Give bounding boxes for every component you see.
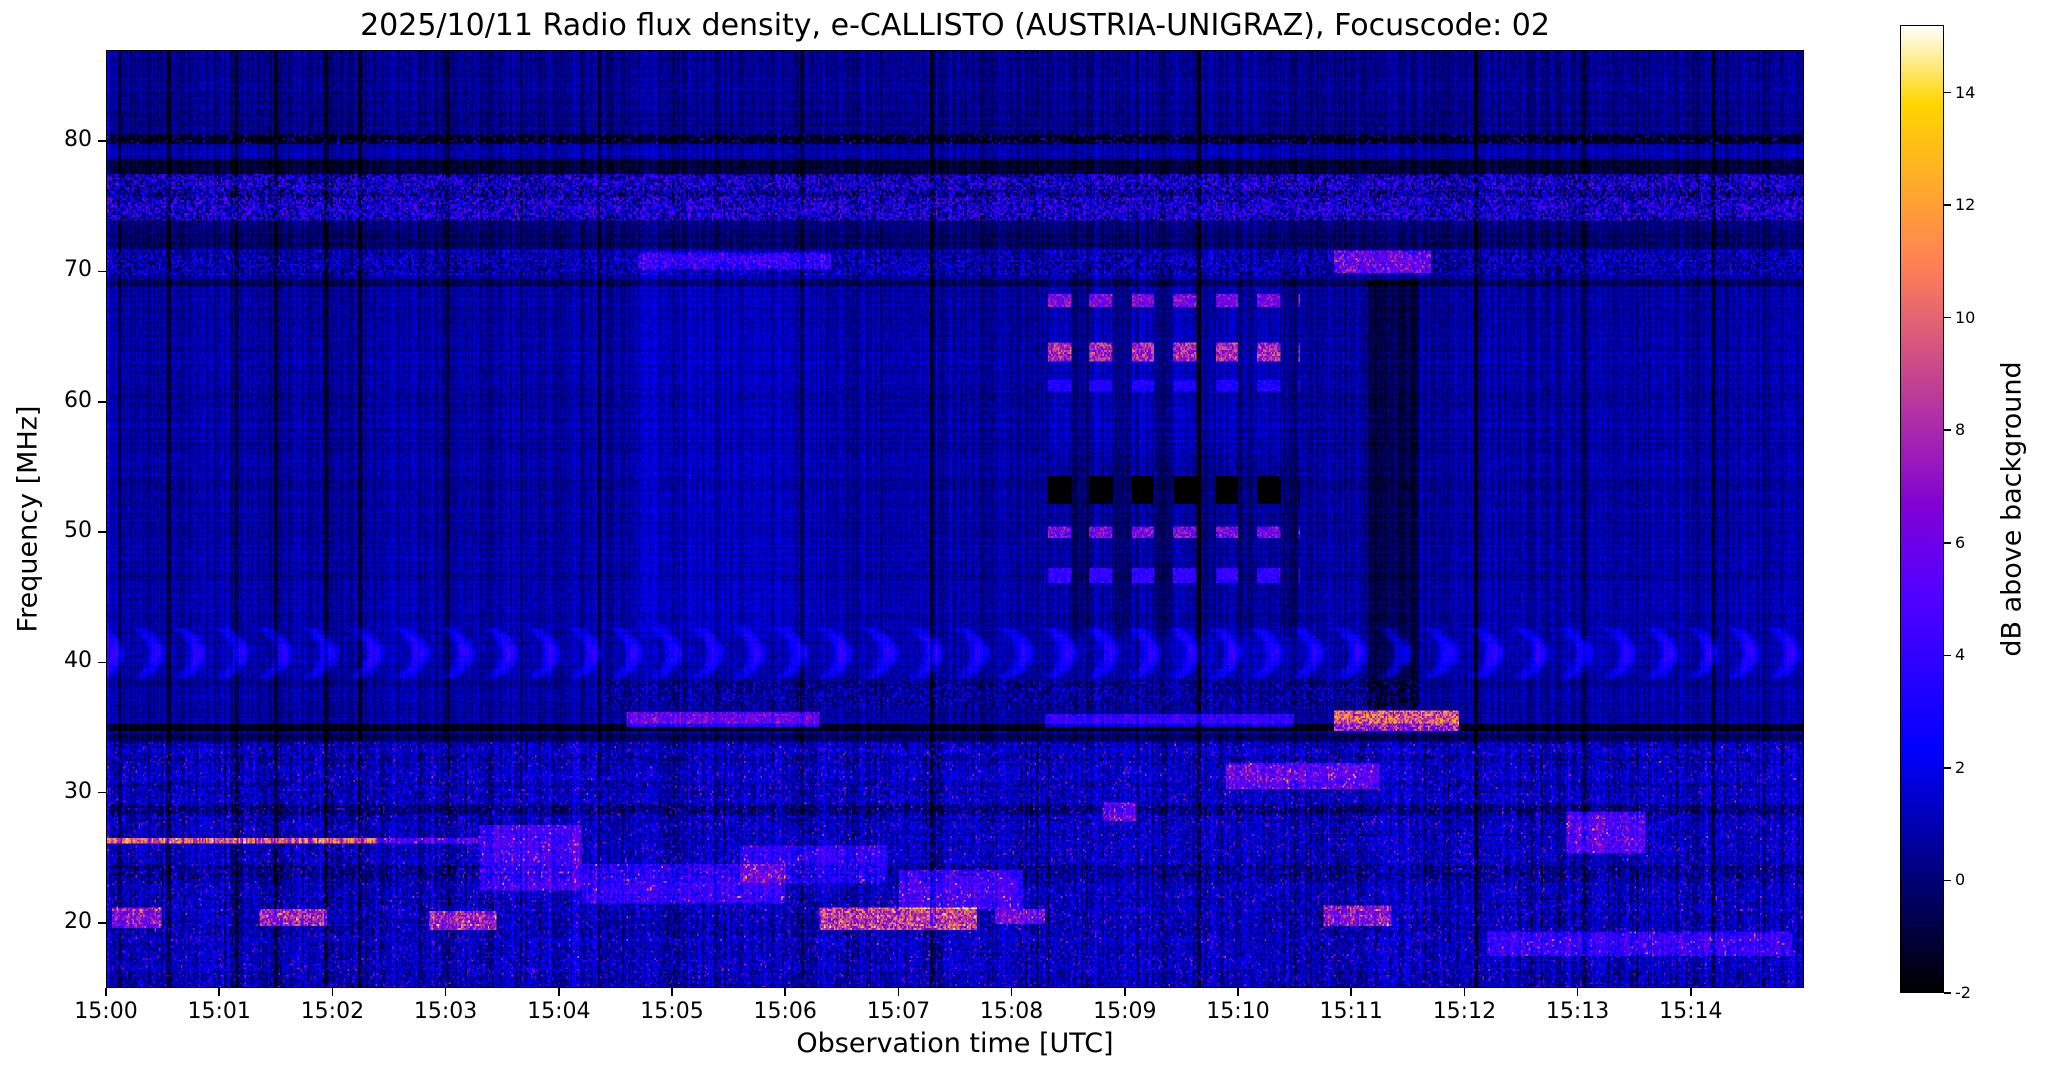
- x-tick-mark: [897, 988, 900, 996]
- x-tick-label: 15:08: [979, 999, 1044, 1024]
- chart-title: 2025/10/11 Radio flux density, e-CALLIST…: [360, 8, 1550, 43]
- y-tick-label: 70: [64, 257, 92, 283]
- x-tick-label: 15:02: [300, 999, 365, 1024]
- colorbar-tick-label: 12: [1955, 195, 1976, 215]
- x-tick-mark: [784, 988, 786, 996]
- colorbar-label: dB above background: [1996, 361, 2028, 657]
- x-axis-label: Observation time [UTC]: [796, 1028, 1114, 1059]
- colorbar-tick-mark: [1944, 992, 1951, 994]
- colorbar-tick-label: 2: [1955, 757, 1966, 777]
- x-tick-mark: [1010, 988, 1013, 996]
- colorbar-tick-label: 14: [1955, 82, 1976, 102]
- x-tick-label: 15:13: [1545, 999, 1610, 1024]
- colorbar-tick-label: 4: [1955, 645, 1966, 665]
- y-tick-mark: [98, 270, 106, 273]
- x-tick-label: 15:00: [74, 999, 138, 1024]
- y-tick-label: 30: [64, 778, 92, 804]
- x-tick-mark: [1576, 988, 1579, 996]
- y-tick-mark: [98, 791, 106, 794]
- x-tick-label: 15:05: [640, 999, 704, 1024]
- x-tick-label: 15:03: [413, 999, 478, 1024]
- colorbar-tick-mark: [1944, 316, 1951, 319]
- x-tick-label: 15:04: [527, 999, 591, 1024]
- x-tick-label: 15:11: [1319, 999, 1383, 1024]
- x-tick-label: 15:09: [1093, 999, 1157, 1024]
- colorbar-tick-mark: [1944, 542, 1951, 544]
- y-tick-label: 60: [64, 387, 92, 413]
- colorbar-tick-label: 6: [1955, 532, 1966, 552]
- x-tick-mark: [558, 988, 560, 996]
- x-tick-label: 15:01: [187, 999, 251, 1024]
- x-tick-label: 15:14: [1659, 999, 1723, 1024]
- colorbar-tick-mark: [1944, 879, 1951, 882]
- spectrogram-canvas: [106, 50, 1804, 988]
- y-tick-mark: [98, 661, 106, 664]
- x-tick-mark: [1237, 988, 1239, 996]
- y-tick-mark: [98, 922, 106, 924]
- x-tick-mark: [1350, 988, 1352, 996]
- colorbar-tick-mark: [1944, 204, 1951, 206]
- x-tick-mark: [1690, 988, 1692, 996]
- x-tick-label: 15:12: [1432, 999, 1497, 1024]
- colorbar-tick-mark: [1944, 767, 1951, 769]
- colorbar-tick-label: 0: [1955, 870, 1966, 890]
- colorbar-canvas: [1900, 25, 1944, 993]
- y-tick-mark: [98, 140, 106, 142]
- colorbar-tick-label: -2: [1955, 983, 1971, 1002]
- x-tick-mark: [1463, 988, 1466, 996]
- x-tick-mark: [1124, 988, 1126, 996]
- x-tick-mark: [105, 988, 107, 996]
- x-tick-mark: [331, 988, 334, 996]
- x-tick-mark: [444, 988, 447, 996]
- x-tick-label: 15:10: [1206, 999, 1270, 1024]
- x-tick-label: 15:07: [866, 999, 931, 1024]
- y-tick-label: 20: [64, 908, 92, 934]
- y-tick-mark: [98, 401, 106, 403]
- x-tick-label: 15:06: [753, 999, 817, 1024]
- y-tick-label: 40: [64, 648, 92, 674]
- y-tick-mark: [98, 531, 106, 533]
- y-tick-label: 80: [64, 127, 92, 153]
- colorbar-tick-mark: [1944, 91, 1951, 94]
- colorbar-tick-label: 8: [1955, 420, 1966, 440]
- x-tick-mark: [671, 988, 673, 996]
- colorbar-tick-label: 10: [1955, 307, 1976, 327]
- x-tick-mark: [218, 988, 220, 996]
- colorbar-tick-mark: [1944, 654, 1951, 657]
- y-tick-label: 50: [64, 518, 92, 544]
- colorbar-tick-mark: [1944, 429, 1951, 431]
